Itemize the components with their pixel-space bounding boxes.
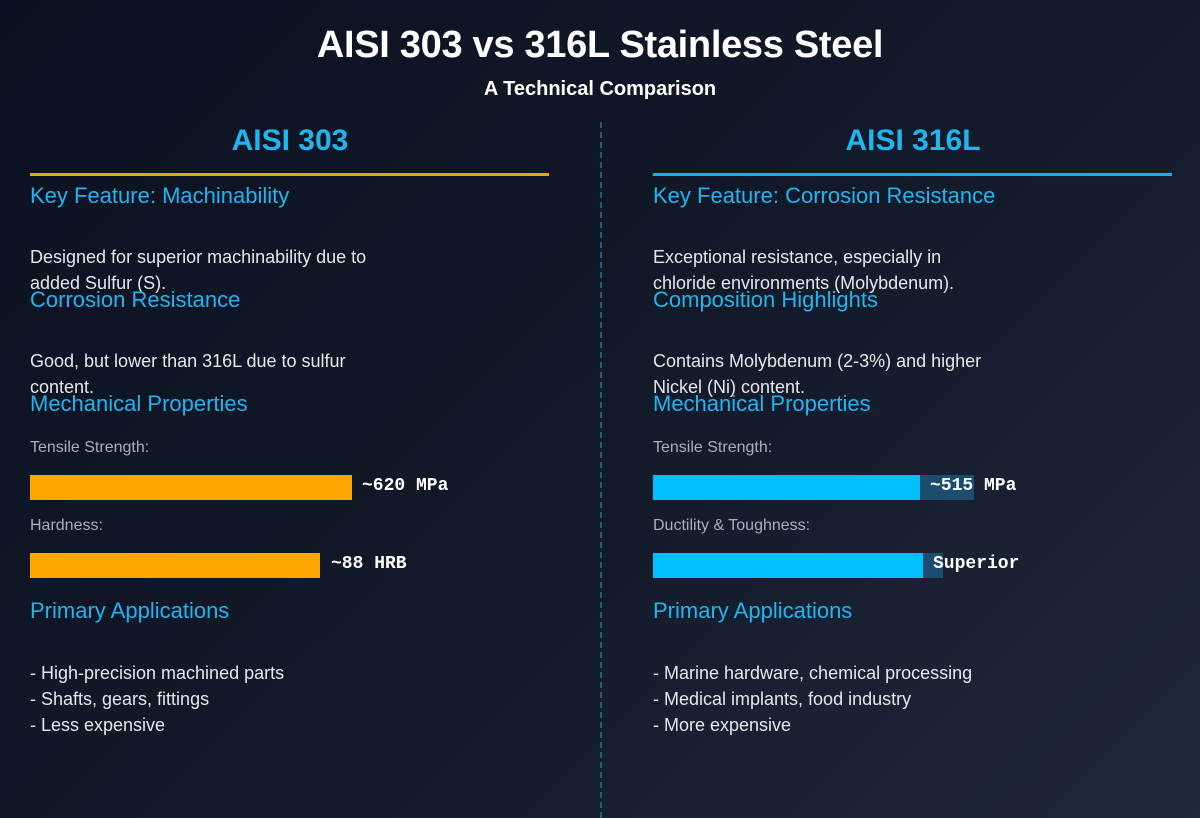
- bar-fill: [30, 475, 352, 500]
- column-title: AISI 316L: [845, 124, 981, 157]
- list-item: - High-precision machined parts: [30, 663, 285, 683]
- list-item: - Medical implants, food industry: [653, 689, 912, 709]
- column-aisi-303: AISI 303 Key Feature: Machinability Desi…: [30, 0, 550, 818]
- list-item: - Shafts, gears, fittings: [30, 689, 210, 709]
- section-heading-composition: Composition Highlights: [653, 287, 878, 312]
- section-text-key-feature: Exceptional resistance, especially in ch…: [653, 247, 955, 293]
- column-divider: [600, 122, 602, 818]
- metric-label-tensile: Tensile Strength:: [653, 439, 773, 456]
- list-item: - Less expensive: [30, 715, 166, 735]
- bar-value: Superior: [933, 554, 1020, 574]
- list-item: - Marine hardware, chemical processing: [653, 663, 973, 683]
- page-subtitle: A Technical Comparison: [483, 78, 717, 100]
- applications-list: - Marine hardware, chemical processing -…: [653, 660, 972, 738]
- section-heading-mechanical: Mechanical Properties: [653, 391, 871, 416]
- section-heading-mechanical: Mechanical Properties: [30, 391, 248, 416]
- section-text-key-feature: Designed for superior machinability due …: [30, 247, 367, 293]
- column-title: AISI 303: [231, 124, 349, 157]
- list-item: - More expensive: [653, 715, 792, 735]
- bar-fill: [653, 475, 920, 500]
- section-heading-key-feature: Key Feature: Machinability: [30, 183, 290, 208]
- section-text-corrosion: Good, but lower than 316L due to sulfur …: [30, 351, 346, 397]
- bar-value: ~88 HRB: [331, 554, 407, 574]
- column-underline: [30, 173, 549, 176]
- section-text-composition: Contains Molybdenum (2-3%) and higher Ni…: [653, 351, 982, 397]
- column-underline: [653, 173, 1172, 176]
- bar-fill: [30, 553, 320, 578]
- bar-fill: [653, 553, 923, 578]
- metric-label-hardness: Hardness:: [30, 517, 103, 534]
- section-heading-applications: Primary Applications: [30, 598, 230, 623]
- metric-label-ductility: Ductility & Toughness:: [653, 517, 811, 534]
- section-heading-key-feature: Key Feature: Corrosion Resistance: [653, 183, 996, 208]
- applications-list: - High-precision machined parts - Shafts…: [30, 660, 284, 738]
- section-heading-applications: Primary Applications: [653, 598, 853, 623]
- column-aisi-316l: AISI 316L Key Feature: Corrosion Resista…: [653, 0, 1173, 818]
- section-heading-corrosion: Corrosion Resistance: [30, 287, 241, 312]
- bar-value: ~620 MPa: [362, 476, 449, 496]
- bar-value: ~515 MPa: [930, 476, 1017, 496]
- metric-label-tensile: Tensile Strength:: [30, 439, 150, 456]
- page-title: AISI 303 vs 316L Stainless Steel: [316, 24, 884, 66]
